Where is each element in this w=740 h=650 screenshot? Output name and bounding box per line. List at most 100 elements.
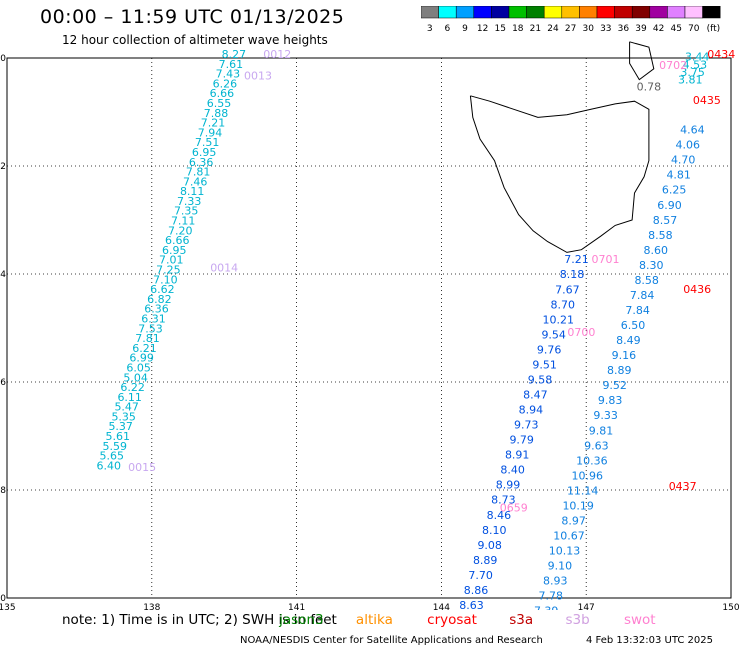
legend-altika: altika bbox=[355, 612, 393, 628]
wave-height-label: 4.53 bbox=[683, 58, 708, 71]
wave-height-label: 6.11 bbox=[117, 391, 142, 404]
wave-height-label: 10.36 bbox=[576, 454, 608, 467]
wave-height-label: 6.36 bbox=[189, 156, 214, 169]
wave-height-label: 8.30 bbox=[639, 259, 664, 272]
wave-height-label: 7.43 bbox=[216, 68, 241, 81]
wave-height-label: 7.53 bbox=[138, 322, 163, 335]
legend-swot: swot bbox=[623, 612, 656, 628]
wave-height-label: 7.88 bbox=[204, 107, 229, 120]
pass-label-s3b: 0700 bbox=[567, 326, 595, 339]
color-swatch bbox=[702, 6, 721, 19]
pass-label-cryosat: 0434 bbox=[707, 48, 735, 61]
wave-height-label: 8.89 bbox=[607, 364, 632, 377]
wave-height-label: 9.16 bbox=[612, 349, 637, 362]
wave-height-label: 6.82 bbox=[147, 293, 172, 306]
color-scale-label: 18 bbox=[512, 24, 524, 34]
wave-height-label: 6.26 bbox=[213, 77, 238, 90]
pass-label-cryosat: 0436 bbox=[683, 283, 711, 296]
wave-height-label: 8.40 bbox=[500, 464, 525, 477]
lon-tick-label: 147 bbox=[578, 603, 595, 610]
color-scale-label: 36 bbox=[618, 24, 630, 34]
flinders-island-coastline bbox=[629, 41, 655, 81]
wave-height-label: 6.22 bbox=[120, 381, 145, 394]
wave-height-label: 8.57 bbox=[653, 214, 678, 227]
pass-label-s3b: 0659 bbox=[500, 502, 528, 515]
lat-tick-label: -42 bbox=[0, 162, 6, 172]
wave-height-label: 6.50 bbox=[621, 319, 646, 332]
wave-height-label: 5.47 bbox=[114, 401, 139, 414]
color-scale-label: 27 bbox=[565, 24, 576, 34]
color-scale-label: 30 bbox=[582, 24, 594, 34]
wave-height-label: 8.99 bbox=[496, 479, 521, 492]
lat-tick-label: -46 bbox=[0, 378, 6, 388]
wave-height-label: 7.25 bbox=[156, 264, 181, 277]
wave-height-label: 8.47 bbox=[523, 389, 548, 402]
legend-s3b: s3b bbox=[565, 612, 590, 628]
wave-height-label: 4.64 bbox=[680, 124, 705, 137]
wave-height-label: 8.58 bbox=[634, 274, 659, 287]
color-scale-label: 70 bbox=[688, 24, 700, 34]
legend-note: note: 1) Time is in UTC; 2) SWH is in fe… bbox=[62, 612, 656, 628]
wave-height-label: 10.96 bbox=[572, 469, 604, 482]
lat-tick-label: -48 bbox=[0, 486, 6, 496]
wave-height-label: 5.61 bbox=[106, 430, 131, 443]
wave-height-label: 8.97 bbox=[561, 515, 586, 528]
wave-height-label: 7.84 bbox=[630, 289, 655, 302]
wave-height-label: 10.67 bbox=[553, 530, 585, 543]
wave-height-label: 3.75 bbox=[680, 66, 705, 79]
lon-tick-label: 135 bbox=[0, 603, 16, 610]
wave-height-label: 6.66 bbox=[210, 87, 235, 100]
color-scale-label: 3 bbox=[427, 24, 433, 34]
wave-height-label: 9.10 bbox=[548, 560, 573, 573]
wave-height-map: 135 138 141 144 147 150 -40 -42 -44 -46 -48 -50 8.27… bbox=[0, 41, 740, 610]
wave-height-label: 8.93 bbox=[543, 575, 568, 588]
wave-height-label: 4.06 bbox=[676, 139, 701, 152]
wave-height-label: 6.36 bbox=[144, 303, 169, 316]
wave-height-label: 5.37 bbox=[108, 420, 133, 433]
pass-label-swot: 0014 bbox=[210, 261, 238, 274]
wave-height-label: 5.35 bbox=[111, 410, 136, 423]
color-scale-legend: 3 6 9 12 15 18 21 24 27 30 33 36 39 42 45 70 (ft) bbox=[421, 6, 721, 34]
wave-height-label: 7.39 bbox=[534, 605, 559, 610]
page-title: 00:00 – 11:59 UTC 01/13/2025 bbox=[40, 6, 345, 28]
wave-height-label: 9.73 bbox=[514, 419, 539, 432]
wave-height-label: 7.61 bbox=[219, 58, 244, 71]
wave-height-label: 5.04 bbox=[123, 371, 148, 384]
wave-height-label: 8.10 bbox=[482, 524, 507, 537]
wave-height-label: 8.89 bbox=[473, 554, 498, 567]
wave-height-label: 10.13 bbox=[549, 545, 581, 558]
color-scale-label: 39 bbox=[635, 24, 647, 34]
pass-label-cryosat: 0435 bbox=[693, 94, 721, 107]
legend-s3a: s3a bbox=[509, 612, 534, 628]
wave-height-label: 9.08 bbox=[477, 539, 502, 552]
wave-height-label: 7.51 bbox=[195, 136, 220, 149]
color-scale-label: 6 bbox=[445, 24, 451, 34]
wave-height-label: 7.84 bbox=[625, 304, 650, 317]
wave-height-label: 6.62 bbox=[150, 283, 175, 296]
wave-height-label: 9.52 bbox=[602, 379, 627, 392]
wave-height-label: 9.76 bbox=[537, 343, 562, 356]
legend-cryosat: cryosat bbox=[427, 612, 477, 628]
wave-height-label: 7.81 bbox=[135, 332, 160, 345]
wave-height-label: 6.31 bbox=[141, 313, 166, 326]
wave-height-label: 4.70 bbox=[671, 154, 696, 167]
pass-label-s3b: 0701 bbox=[592, 253, 620, 266]
color-scale-label: (ft) bbox=[707, 24, 721, 34]
wave-height-label: 7.33 bbox=[177, 195, 202, 208]
wave-height-label: 5.59 bbox=[103, 440, 128, 453]
wave-height-label: 8.73 bbox=[491, 494, 516, 507]
wave-height-label: 7.35 bbox=[174, 205, 199, 218]
credit-text: NOAA/NESDIS Center for Satellite Applica… bbox=[240, 635, 543, 646]
wave-height-label: 9.51 bbox=[532, 358, 557, 371]
wave-height-label: 7.21 bbox=[564, 253, 589, 266]
lat-tick-label: -50 bbox=[0, 594, 6, 604]
wave-height-label: 11.14 bbox=[567, 484, 599, 497]
pass-label-swot: 0012 bbox=[263, 48, 291, 61]
wave-height-label: 7.01 bbox=[159, 254, 184, 267]
wave-height-label: 7.67 bbox=[555, 283, 580, 296]
wave-height-label: 0.78 bbox=[637, 80, 662, 93]
wave-height-label: 9.33 bbox=[593, 409, 618, 422]
wave-height-label: 8.63 bbox=[459, 599, 484, 610]
timestamp-text: 4 Feb 13:32:03 UTC 2025 bbox=[586, 635, 713, 646]
wave-height-label: 7.70 bbox=[468, 569, 493, 582]
